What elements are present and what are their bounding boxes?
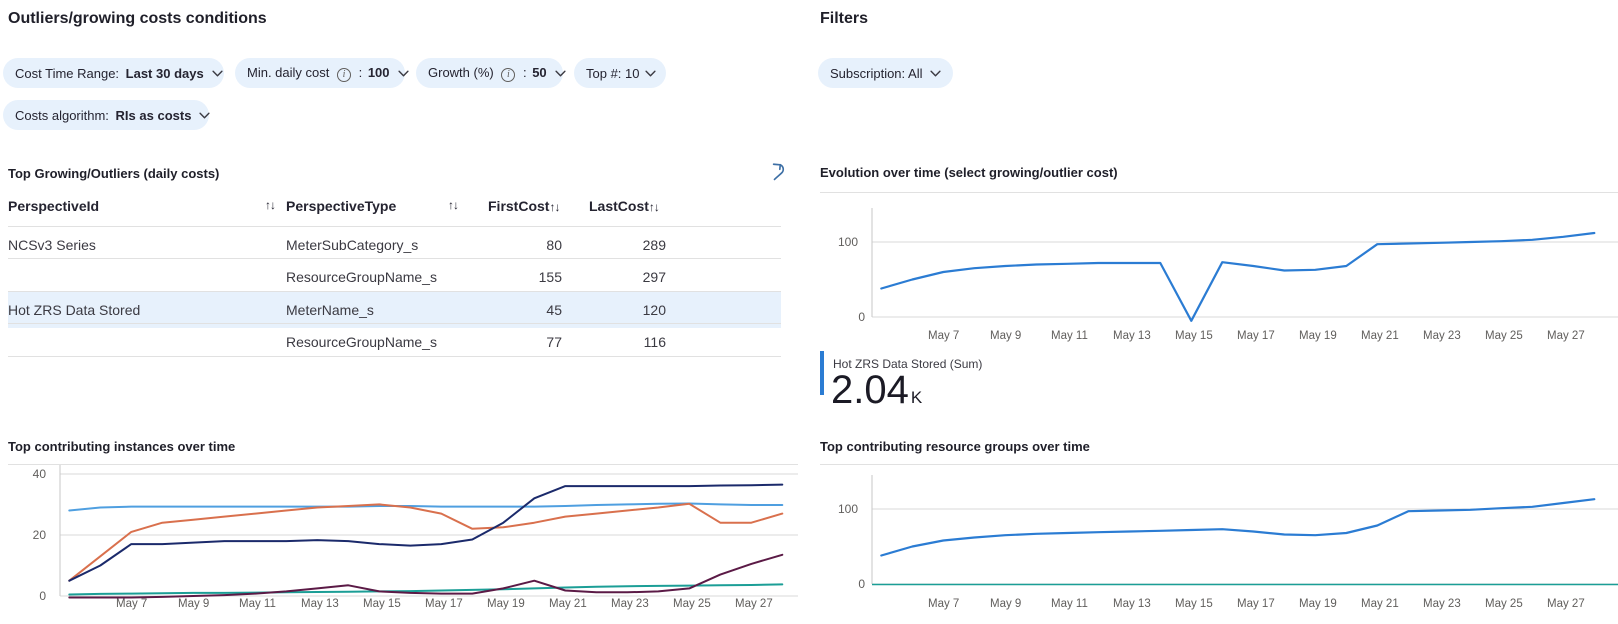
svg-text:0: 0 xyxy=(39,589,46,603)
svg-text:40: 40 xyxy=(33,467,47,481)
svg-text:0: 0 xyxy=(858,310,865,324)
svg-text:100: 100 xyxy=(838,502,858,516)
svg-text:20: 20 xyxy=(33,528,47,542)
svg-text:100: 100 xyxy=(838,235,858,249)
svg-text:0: 0 xyxy=(858,577,865,591)
